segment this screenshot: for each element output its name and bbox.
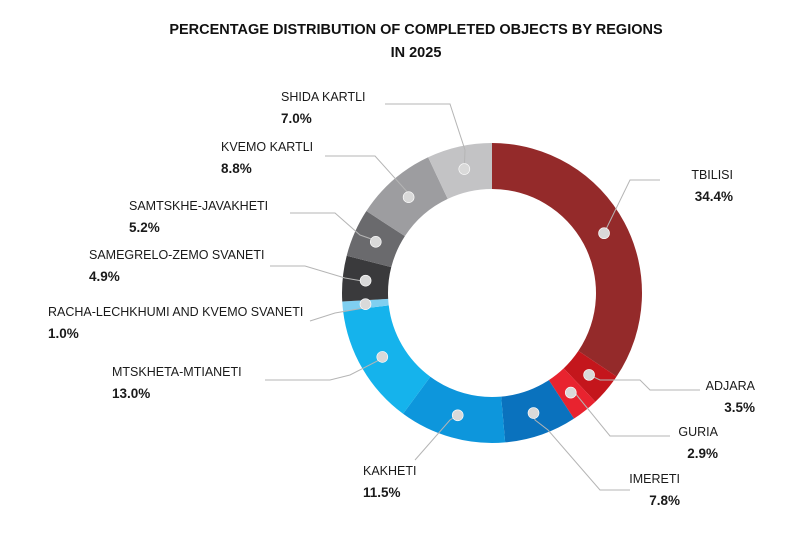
- slice-marker-shida-kartli: [458, 163, 471, 175]
- leader-line-tbilisi: [603, 179, 660, 234]
- slice-marker-tbilisi: [598, 227, 610, 240]
- region-label-kakheti: KAKHETI: [363, 464, 417, 478]
- percent-label-samtskhe-javakheti: 5.2%: [129, 220, 160, 235]
- percent-label-guria: 2.9%: [687, 446, 718, 461]
- leader-line-adjara: [588, 374, 700, 391]
- slice-markers: [359, 163, 610, 422]
- region-label-samegrelo-zemo-svaneti: SAMEGRELO-ZEMO SVANETI: [89, 248, 265, 262]
- donut-slices: [342, 143, 642, 443]
- slice-marker-guria: [564, 386, 577, 399]
- region-label-shida-kartli: SHIDA KARTLI: [281, 90, 366, 104]
- slice-marker-kakheti: [451, 409, 464, 422]
- slice-marker-mtskheta-mtianeti: [376, 351, 389, 363]
- percent-label-kakheti: 11.5%: [363, 485, 401, 500]
- percent-label-mtskheta-mtianeti: 13.0%: [112, 386, 150, 401]
- percent-label-imereti: 7.8%: [649, 493, 680, 508]
- percent-label-shida-kartli: 7.0%: [281, 111, 312, 126]
- region-label-kvemo-kartli: KVEMO KARTLI: [221, 140, 313, 154]
- region-label-adjara: ADJARA: [706, 379, 756, 393]
- leader-line-shida-kartli: [385, 103, 466, 170]
- percent-label-racha-lechkhumi-and-kvemo-svaneti: 1.0%: [48, 326, 79, 341]
- slice-marker-adjara: [583, 369, 595, 381]
- region-label-guria: GURIA: [678, 425, 718, 439]
- slice-marker-imereti: [527, 407, 540, 419]
- slice-marker-racha-lechkhumi-and-kvemo-svaneti: [359, 298, 372, 310]
- slice-marker-kvemo-kartli: [402, 191, 415, 204]
- slice-labels: TBILISI 34.4% ADJARA 3.5% GURIA 2.9% IMERETI 7.…: [48, 90, 756, 508]
- percent-label-tbilisi: 34.4%: [695, 189, 733, 204]
- slice-tbilisi: [492, 143, 642, 377]
- slice-marker-samegrelo-zemo-svaneti: [359, 274, 372, 287]
- region-label-mtskheta-mtianeti: MTSKHETA-MTIANETI: [112, 365, 242, 379]
- percent-label-kvemo-kartli: 8.8%: [221, 161, 252, 176]
- chart-title-line-2: IN 2025: [391, 45, 442, 61]
- region-label-imereti: IMERETI: [629, 472, 680, 486]
- slice-kakheti: [403, 376, 506, 443]
- percent-label-samegrelo-zemo-svaneti: 4.9%: [89, 269, 120, 284]
- region-label-samtskhe-javakheti: SAMTSKHE-JAVAKHETI: [129, 199, 268, 213]
- chart-title-line-1: PERCENTAGE DISTRIBUTION OF COMPLETED OBJ…: [169, 22, 663, 38]
- region-label-racha-lechkhumi-and-kvemo-svaneti: RACHA-LECHKHUMI AND KVEMO SVANETI: [48, 305, 303, 319]
- region-label-tbilisi: TBILISI: [691, 168, 733, 182]
- percent-label-adjara: 3.5%: [724, 400, 755, 415]
- slice-marker-samtskhe-javakheti: [369, 236, 382, 248]
